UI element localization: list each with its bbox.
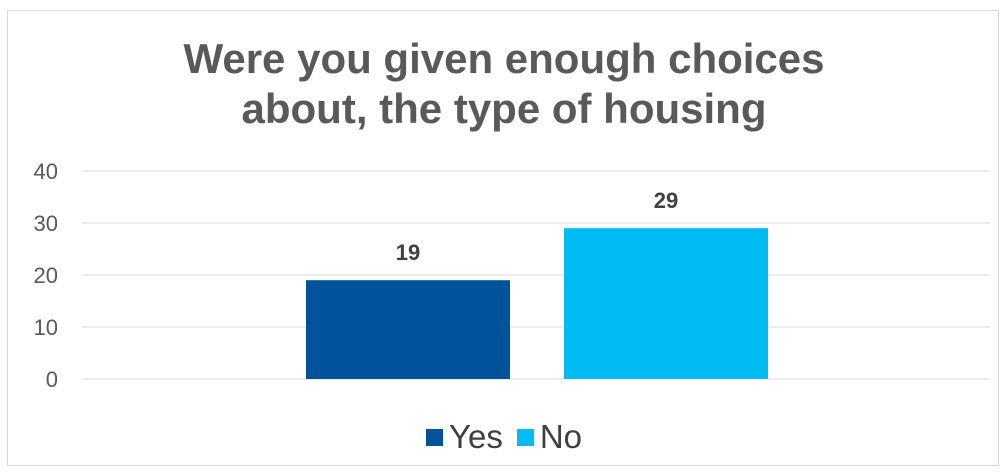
y-tick-label-40: 40 [34,159,58,184]
y-tick-label-10: 10 [34,315,58,340]
legend-swatch-yes [425,428,443,446]
chart-title: Were you given enough choices about, the… [0,34,1008,134]
y-tick-label-0: 0 [46,367,58,392]
chart-title-line-1: Were you given enough choices [183,35,825,82]
bar-yes [306,280,510,379]
chart-frame [7,10,999,466]
legend-swatch-no [516,428,534,446]
legend-label-yes: Yes [448,418,503,455]
data-label-no: 29 [654,188,678,213]
legend-item-no: No [516,418,583,456]
y-tick-label-20: 20 [34,263,58,288]
chart-title-line-2: about, the type of housing [241,85,767,132]
legend-label-no: No [539,418,583,455]
y-tick-label-30: 30 [34,211,58,236]
chart-legend: Yes No [0,418,1008,456]
bar-no [564,228,768,379]
data-label-yes: 19 [396,240,420,265]
legend-item-yes: Yes [425,418,503,456]
